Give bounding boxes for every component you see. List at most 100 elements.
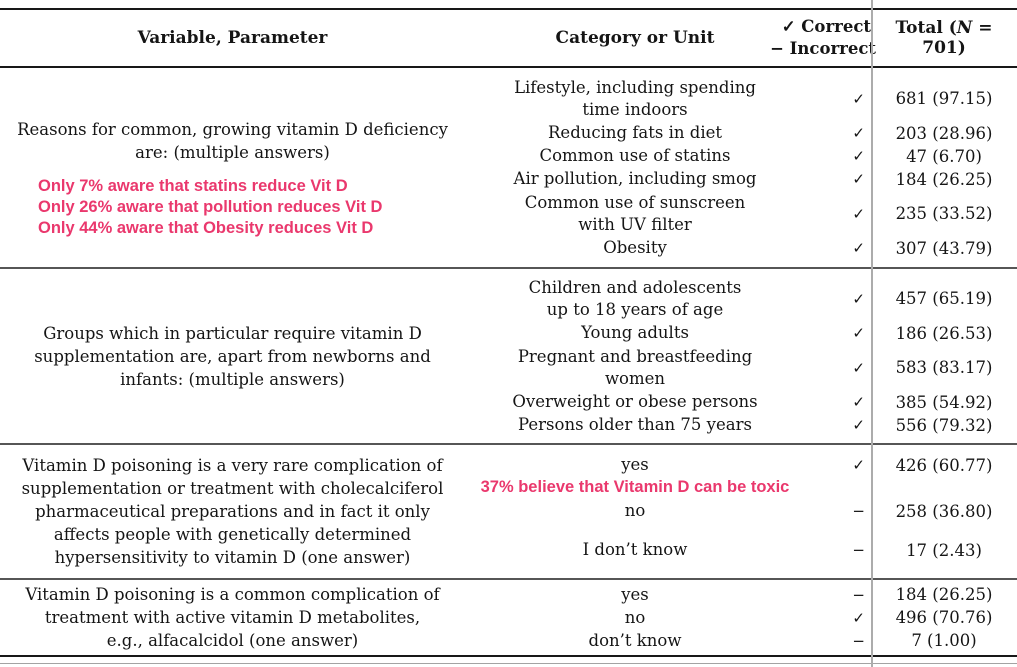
category-cell: Overweight or obese persons bbox=[512, 392, 758, 411]
category-cell: yes bbox=[621, 584, 649, 604]
table-row: no ✓ 496 (70.76) bbox=[465, 606, 1017, 629]
total-cell: 17 (2.43) bbox=[906, 540, 982, 560]
table-row: Obesity ✓ 307 (43.79) bbox=[465, 237, 1017, 260]
total-cell: 258 (36.80) bbox=[895, 501, 993, 521]
table-row: Common use of statins ✓ 47 (6.70) bbox=[465, 145, 1017, 168]
category-cell: Reducing fats in diet bbox=[548, 123, 722, 142]
total-cell: 556 (79.32) bbox=[895, 415, 993, 435]
correct-mark: ✓ bbox=[852, 147, 865, 165]
category-cell: Young adults bbox=[581, 323, 689, 342]
column-divider-line bbox=[871, 0, 873, 667]
annotation-statins: Only 7% aware that statins reduce Vit D bbox=[38, 177, 348, 195]
category-cell: I don’t know bbox=[582, 540, 688, 559]
correct-mark: ✓ bbox=[852, 289, 865, 308]
table-row: don’t know − 7 (1.00) bbox=[465, 629, 1017, 652]
category-cell: Common use of statins bbox=[539, 146, 731, 165]
category-cell: Lifestyle, including spending time indoo… bbox=[514, 77, 756, 119]
incorrect-mark: − bbox=[852, 585, 865, 604]
correct-mark: ✓ bbox=[852, 358, 865, 377]
table-bottom-rule bbox=[0, 655, 1017, 657]
variable-text: Vitamin D poisoning is a very rare compl… bbox=[21, 456, 444, 567]
annotation-obesity: Only 44% aware that Obesity reduces Vit … bbox=[38, 219, 374, 237]
table-row: Overweight or obese persons ✓ 385 (54.92… bbox=[465, 391, 1017, 414]
table-row: Pregnant and breastfeeding women ✓ 583 (… bbox=[465, 345, 1017, 391]
variable-cell: Vitamin D poisoning is a common complica… bbox=[0, 580, 465, 655]
correct-mark: ✓ bbox=[852, 324, 865, 342]
table-row: Young adults ✓ 186 (26.53) bbox=[465, 322, 1017, 345]
section-poisoning-common: Vitamin D poisoning is a common complica… bbox=[0, 580, 1017, 655]
correct-mark: ✓ bbox=[852, 416, 865, 434]
header-variable-parameter: Variable, Parameter bbox=[137, 28, 328, 48]
category-cell: Common use of sunscreen with UV filter bbox=[524, 192, 746, 234]
rows-group: yes − 184 (26.25) no ✓ 496 (70.76) don’t… bbox=[465, 580, 1017, 655]
correct-mark: ✓ bbox=[852, 89, 865, 108]
section-divider-rule bbox=[0, 443, 1017, 445]
variable-text: Groups which in particular require vitam… bbox=[34, 323, 431, 389]
annotation-toxic: 37% believe that Vitamin D can be toxic bbox=[480, 477, 790, 496]
category-cell: Air pollution, including smog bbox=[513, 169, 757, 188]
correct-mark: ✓ bbox=[852, 456, 865, 474]
header-incorrect-label: − Incorrect bbox=[770, 39, 876, 58]
header-correct-incorrect: ✓ Correct − Incorrect bbox=[770, 16, 876, 60]
annotation-row: 37% believe that Vitamin D can be toxic bbox=[465, 477, 1017, 497]
variable-cell: Reasons for common, growing vitamin D de… bbox=[0, 68, 465, 267]
correct-mark: ✓ bbox=[852, 608, 865, 627]
correct-mark: ✓ bbox=[852, 204, 865, 223]
total-cell: 47 (6.70) bbox=[906, 146, 982, 166]
total-label-suffix: = 701) bbox=[922, 18, 993, 58]
total-cell: 457 (65.19) bbox=[895, 289, 993, 308]
table-row: Lifestyle, including spending time indoo… bbox=[465, 76, 1017, 122]
category-cell: Pregnant and breastfeeding women bbox=[517, 346, 753, 388]
category-cell: Persons older than 75 years bbox=[518, 415, 752, 434]
variable-text: Reasons for common, growing vitamin D de… bbox=[17, 120, 448, 162]
total-cell: 235 (33.52) bbox=[895, 204, 993, 223]
incorrect-mark: − bbox=[852, 502, 865, 520]
category-cell: Obesity bbox=[603, 238, 667, 257]
table-row: Persons older than 75 years ✓ 556 (79.32… bbox=[465, 414, 1017, 437]
table-row: yes ✓ 426 (60.77) bbox=[465, 453, 1017, 477]
table-row: yes − 184 (26.25) bbox=[465, 583, 1017, 606]
section-divider-rule bbox=[0, 267, 1017, 269]
category-cell: don’t know bbox=[588, 630, 682, 650]
total-cell: 184 (26.25) bbox=[895, 585, 993, 604]
total-cell: 426 (60.77) bbox=[895, 455, 993, 475]
total-cell: 681 (97.15) bbox=[895, 89, 993, 108]
correct-mark: ✓ bbox=[852, 239, 865, 257]
total-cell: 184 (26.25) bbox=[895, 169, 993, 189]
total-cell: 7 (1.00) bbox=[911, 631, 977, 650]
category-cell: no bbox=[624, 607, 646, 627]
rows-group: Lifestyle, including spending time indoo… bbox=[465, 68, 1017, 267]
top-margin bbox=[0, 0, 1017, 8]
table-row: I don’t know − 17 (2.43) bbox=[465, 525, 1017, 575]
table-row: no − 258 (36.80) bbox=[465, 497, 1017, 525]
table-top-rule bbox=[0, 8, 1017, 10]
total-label-prefix: Total ( bbox=[895, 18, 957, 38]
incorrect-mark: − bbox=[852, 541, 865, 559]
rows-group: Children and adolescents up to 18 years … bbox=[465, 269, 1017, 443]
header-total-n: Total (N = 701) bbox=[871, 18, 1017, 58]
header-category-or-unit: Category or Unit bbox=[555, 28, 715, 48]
section-divider-rule bbox=[0, 578, 1017, 580]
annotation-pollution: Only 26% aware that pollution reduces Vi… bbox=[38, 198, 383, 216]
category-cell: Children and adolescents up to 18 years … bbox=[528, 277, 742, 319]
table-row: Children and adolescents up to 18 years … bbox=[465, 276, 1017, 322]
category-cell: yes bbox=[621, 455, 649, 474]
section-deficiency-reasons: Reasons for common, growing vitamin D de… bbox=[0, 68, 1017, 267]
incorrect-mark: − bbox=[852, 631, 865, 650]
variable-cell: Groups which in particular require vitam… bbox=[0, 269, 465, 443]
category-cell: no bbox=[624, 501, 646, 520]
table-row: Common use of sunscreen with UV filter ✓… bbox=[465, 191, 1017, 237]
correct-mark: ✓ bbox=[852, 124, 865, 142]
total-label-n: N bbox=[956, 18, 973, 38]
total-cell: 385 (54.92) bbox=[895, 392, 993, 412]
header-correct-label: ✓ Correct bbox=[781, 17, 871, 36]
total-cell: 186 (26.53) bbox=[895, 323, 993, 343]
header-bottom-rule bbox=[0, 66, 1017, 68]
highlight-annotations: Only 7% aware that statins reduce Vit D … bbox=[38, 176, 382, 239]
total-cell: 307 (43.79) bbox=[895, 238, 993, 258]
section-poisoning-rare: Vitamin D poisoning is a very rare compl… bbox=[0, 445, 1017, 578]
page-bottom-rule bbox=[0, 663, 1017, 664]
total-cell: 203 (28.96) bbox=[895, 123, 993, 143]
correct-mark: ✓ bbox=[852, 393, 865, 411]
total-cell: 496 (70.76) bbox=[895, 608, 993, 627]
